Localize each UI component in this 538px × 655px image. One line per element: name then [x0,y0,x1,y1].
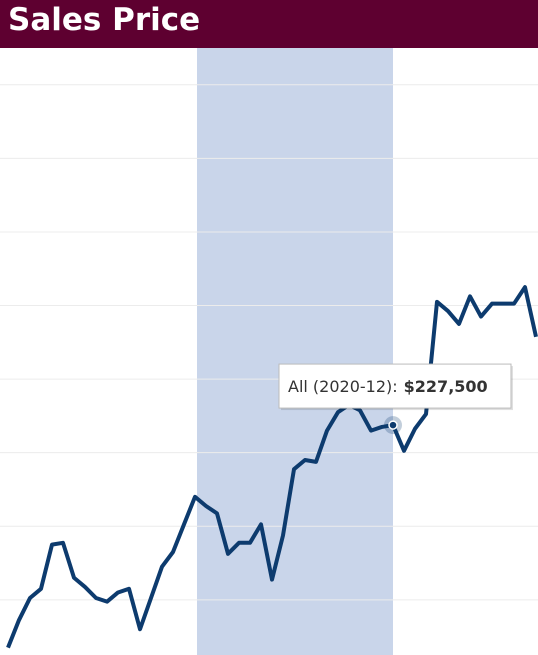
hover-point [388,420,398,430]
highlight-band [197,48,393,655]
tooltip-value: $227,500 [404,377,488,396]
tooltip-text: All (2020-12): $227,500 [288,377,488,396]
chart: All (2020-12): $227,500 [0,48,538,655]
tooltip-box [278,363,512,409]
header: Sales Price [0,0,538,48]
line-series [6,285,538,649]
chart-title: Sales Price [8,2,201,38]
tooltip-label: All (2020-12): [288,377,398,396]
